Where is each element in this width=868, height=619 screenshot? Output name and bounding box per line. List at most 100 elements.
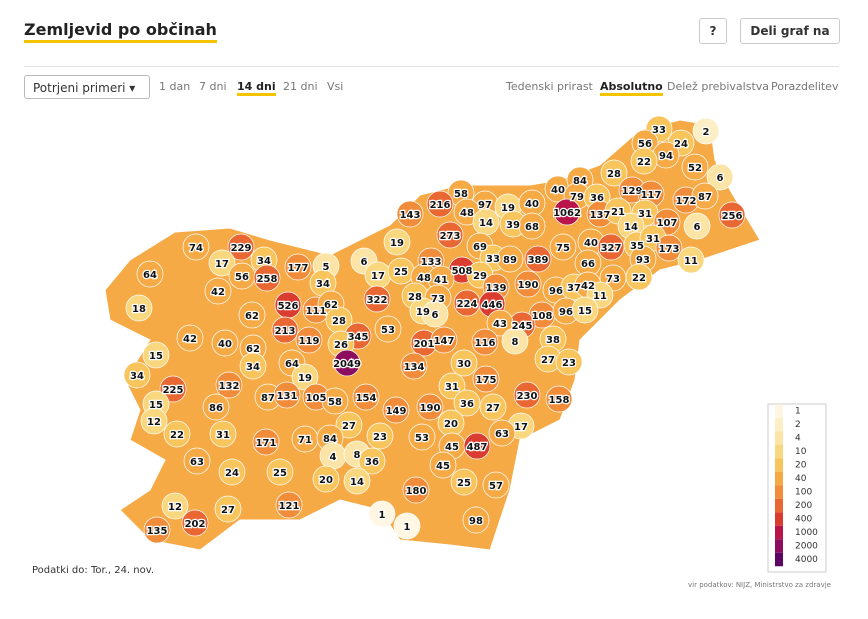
municipality: [630, 147, 658, 175]
municipality: [181, 509, 209, 537]
municipality-value: 173: [659, 244, 680, 255]
municipality-value: 190: [420, 403, 441, 414]
municipality-value: 41: [434, 275, 448, 286]
tab[interactable]: Porazdelitev: [771, 80, 839, 93]
municipality: [430, 326, 458, 354]
tab[interactable]: Absolutno: [600, 80, 663, 96]
municipality-value: 216: [430, 200, 451, 211]
municipality-value: 52: [688, 163, 702, 174]
municipality-value: 245: [512, 321, 533, 332]
municipality: [163, 420, 191, 448]
municipality-value: 22: [170, 430, 184, 441]
municipality-value: 56: [235, 272, 249, 283]
municipality: [496, 245, 524, 273]
municipality: [358, 447, 386, 475]
municipality: [486, 309, 514, 337]
municipality-value: 15: [149, 400, 163, 411]
tab[interactable]: 14 dni: [237, 80, 276, 96]
municipality-value: 31: [646, 234, 660, 245]
municipality-value: 389: [528, 255, 549, 266]
municipality-value: 48: [460, 208, 474, 219]
municipality-value: 58: [328, 397, 342, 408]
municipality-value: 74: [189, 243, 203, 254]
tab[interactable]: 1 dan: [159, 80, 191, 93]
municipality: [549, 233, 577, 261]
legend-swatch: [775, 404, 783, 418]
municipality-value: 327: [601, 243, 622, 254]
municipality-value: 2: [703, 127, 710, 138]
municipality-value: 62: [245, 311, 259, 322]
tab[interactable]: Tedenski prirast: [506, 80, 593, 93]
municipality: [393, 512, 421, 540]
municipality-value: 42: [581, 281, 595, 292]
municipality: [343, 467, 371, 495]
municipality-value: 256: [722, 211, 743, 222]
municipality-value: 64: [143, 270, 157, 281]
municipality-value: 53: [415, 433, 429, 444]
municipality-value: 4: [330, 452, 337, 463]
select-label: Potrjeni primeri: [33, 81, 126, 95]
municipality: [204, 277, 232, 305]
municipality: [408, 423, 436, 451]
data-date: Podatki do: Tor., 24. nov.: [32, 565, 155, 576]
municipality-value: 23: [562, 358, 576, 369]
municipality-value: 87: [261, 393, 275, 404]
municipality-value: 201: [414, 339, 435, 350]
municipality: [142, 341, 170, 369]
municipality-value: 29: [473, 271, 487, 282]
tab[interactable]: 21 dni: [283, 80, 318, 93]
municipality-value: 6: [361, 257, 368, 268]
municipality-value: 73: [606, 274, 620, 285]
metric-select[interactable]: Potrjeni primeri ▾: [24, 75, 150, 99]
municipality-value: 43: [493, 319, 507, 330]
legend-swatch: [775, 512, 783, 526]
municipality: [227, 233, 255, 261]
municipality: [600, 159, 628, 187]
municipality: [252, 428, 280, 456]
municipality: [524, 245, 552, 273]
municipality: [183, 447, 211, 475]
municipality-value: 6: [717, 173, 724, 184]
municipality: [396, 200, 424, 228]
legend-label: 100: [795, 488, 812, 498]
municipality-value: 15: [578, 306, 592, 317]
municipality: [472, 365, 500, 393]
legend-swatch: [775, 471, 783, 486]
municipality-value: 36: [590, 193, 604, 204]
municipality: [438, 372, 466, 400]
help-button[interactable]: ?: [699, 18, 727, 44]
share-button[interactable]: Deli graf na: [740, 18, 840, 44]
municipality-value: 93: [636, 255, 650, 266]
tab[interactable]: Delež prebivalstva: [667, 80, 770, 93]
municipality: [436, 221, 464, 249]
municipality: [421, 300, 449, 328]
tab[interactable]: Vsi: [327, 80, 344, 93]
municipality-value: 34: [257, 256, 271, 267]
municipality-value: 117: [641, 190, 662, 201]
municipality-value: 45: [445, 442, 459, 453]
legend-swatch: [775, 552, 783, 567]
municipality-value: 171: [256, 438, 277, 449]
municipality-value: 63: [495, 429, 509, 440]
municipality-value: 97: [478, 200, 492, 211]
municipality-value: 175: [476, 375, 497, 386]
municipality-value: 1: [404, 522, 411, 533]
municipality-value: 14: [624, 222, 638, 233]
municipality-value: 139: [486, 283, 507, 294]
municipality: [426, 190, 454, 218]
municipality: [295, 326, 323, 354]
municipality: [677, 246, 705, 274]
municipality-value: 20: [319, 475, 333, 486]
municipality-value: 27: [342, 421, 356, 432]
tab[interactable]: 7 dni: [199, 80, 227, 93]
municipality-value: 45: [436, 461, 450, 472]
municipality: [271, 316, 299, 344]
municipality-value: 135: [147, 526, 168, 537]
municipality-value: 98: [469, 516, 483, 527]
municipality: [275, 491, 303, 519]
municipality: [488, 419, 516, 447]
title: Zemljevid po občinah: [24, 20, 217, 43]
municipality-value: 31: [216, 430, 230, 441]
municipality-value: 19: [298, 373, 312, 384]
legend-label: 2: [795, 420, 801, 430]
